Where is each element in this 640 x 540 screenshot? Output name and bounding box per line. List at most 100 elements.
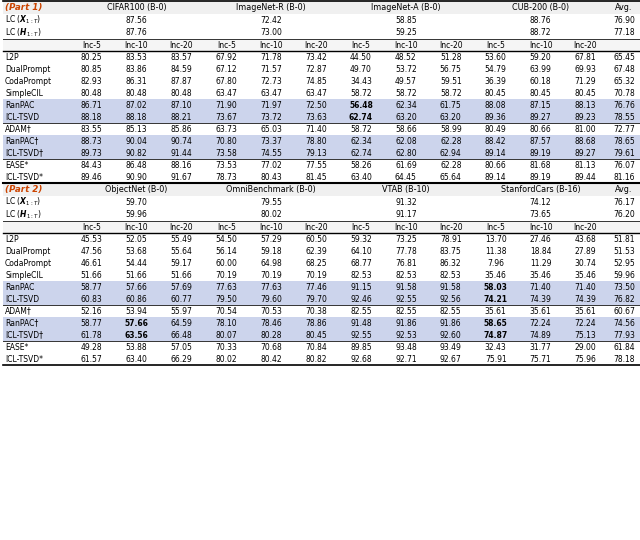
- Text: 77.02: 77.02: [260, 160, 282, 170]
- Text: Inc-20: Inc-20: [170, 222, 193, 232]
- Text: 68.77: 68.77: [350, 259, 372, 267]
- Text: 92.67: 92.67: [440, 354, 461, 363]
- Text: 49.70: 49.70: [350, 64, 372, 73]
- Text: 59.17: 59.17: [170, 259, 192, 267]
- Text: 56.14: 56.14: [215, 246, 237, 255]
- Text: 59.96: 59.96: [613, 271, 635, 280]
- Text: 71.40: 71.40: [530, 282, 552, 292]
- Text: 52.95: 52.95: [613, 259, 635, 267]
- Text: 61.84: 61.84: [613, 342, 635, 352]
- Text: 72.73: 72.73: [260, 77, 282, 85]
- Text: 88.18: 88.18: [125, 112, 147, 122]
- Text: ObjectNet (B-0): ObjectNet (B-0): [105, 185, 168, 194]
- Text: 84.43: 84.43: [81, 160, 102, 170]
- Text: 92.71: 92.71: [395, 354, 417, 363]
- Text: StanfordCars (B-16): StanfordCars (B-16): [501, 185, 580, 194]
- Text: 89.27: 89.27: [575, 148, 596, 158]
- Text: 87.76: 87.76: [125, 28, 147, 37]
- Text: 67.48: 67.48: [613, 64, 635, 73]
- Text: 78.86: 78.86: [305, 319, 327, 327]
- Text: 90.74: 90.74: [170, 137, 192, 145]
- Text: 92.55: 92.55: [395, 294, 417, 303]
- Text: 78.46: 78.46: [260, 319, 282, 327]
- Text: 63.47: 63.47: [215, 89, 237, 98]
- Text: 74.12: 74.12: [530, 198, 552, 207]
- Text: 93.48: 93.48: [395, 342, 417, 352]
- Text: 91.58: 91.58: [395, 282, 417, 292]
- Text: 79.55: 79.55: [260, 198, 282, 207]
- Text: 65.45: 65.45: [613, 52, 635, 62]
- Text: 58.66: 58.66: [395, 125, 417, 133]
- Text: 89.46: 89.46: [81, 172, 102, 181]
- Text: (Part 2): (Part 2): [5, 185, 42, 194]
- Text: L2P: L2P: [5, 234, 19, 244]
- Text: 62.94: 62.94: [440, 148, 461, 158]
- Text: 52.05: 52.05: [125, 234, 147, 244]
- Text: Inc-20: Inc-20: [573, 40, 597, 50]
- Text: 86.32: 86.32: [440, 259, 461, 267]
- Text: 71.29: 71.29: [575, 77, 596, 85]
- Text: RanPAC: RanPAC: [5, 282, 35, 292]
- Text: 35.61: 35.61: [485, 307, 507, 315]
- Text: 59.20: 59.20: [530, 52, 552, 62]
- Text: 56.75: 56.75: [440, 64, 461, 73]
- Text: 80.28: 80.28: [260, 330, 282, 340]
- Text: Inc-20: Inc-20: [439, 222, 463, 232]
- Text: 62.74: 62.74: [349, 112, 373, 122]
- Text: 78.73: 78.73: [215, 172, 237, 181]
- Text: 81.16: 81.16: [613, 172, 635, 181]
- Text: 72.24: 72.24: [575, 319, 596, 327]
- Text: Avg.: Avg.: [615, 185, 633, 194]
- Text: ICL-TSVD*: ICL-TSVD*: [5, 172, 43, 181]
- Text: 80.48: 80.48: [125, 89, 147, 98]
- Text: 74.89: 74.89: [530, 330, 552, 340]
- Text: 70.80: 70.80: [215, 137, 237, 145]
- Text: 92.53: 92.53: [395, 330, 417, 340]
- Text: 65.03: 65.03: [260, 125, 282, 133]
- Text: 76.17: 76.17: [613, 198, 635, 207]
- Text: 73.50: 73.50: [613, 282, 635, 292]
- Text: 80.48: 80.48: [170, 89, 192, 98]
- Text: Inc-5: Inc-5: [82, 40, 101, 50]
- Bar: [3, 1, 640, 14]
- Text: Inc-5: Inc-5: [217, 222, 236, 232]
- Text: Avg.: Avg.: [615, 3, 633, 12]
- Text: 83.75: 83.75: [440, 246, 461, 255]
- Text: 63.20: 63.20: [395, 112, 417, 122]
- Text: 71.90: 71.90: [215, 100, 237, 110]
- Text: 61.57: 61.57: [81, 354, 102, 363]
- Text: 51.81: 51.81: [613, 234, 635, 244]
- Text: 52.16: 52.16: [81, 307, 102, 315]
- Text: 29.00: 29.00: [575, 342, 596, 352]
- Text: 86.31: 86.31: [125, 77, 147, 85]
- Text: 58.26: 58.26: [350, 160, 372, 170]
- Bar: [3, 183, 640, 196]
- Text: Inc-20: Inc-20: [170, 40, 193, 50]
- Text: 87.87: 87.87: [170, 77, 192, 85]
- Text: 82.55: 82.55: [395, 307, 417, 315]
- Text: (Part 1): (Part 1): [5, 3, 42, 12]
- Text: Inc-20: Inc-20: [304, 40, 328, 50]
- Text: 70.38: 70.38: [305, 307, 327, 315]
- Bar: [3, 147, 640, 159]
- Text: 70.54: 70.54: [215, 307, 237, 315]
- Text: 45.53: 45.53: [81, 234, 102, 244]
- Text: 53.60: 53.60: [484, 52, 507, 62]
- Text: 64.59: 64.59: [170, 319, 192, 327]
- Text: 80.66: 80.66: [530, 125, 552, 133]
- Text: 76.81: 76.81: [395, 259, 417, 267]
- Text: 78.10: 78.10: [216, 319, 237, 327]
- Text: 80.66: 80.66: [485, 160, 507, 170]
- Text: 35.61: 35.61: [530, 307, 552, 315]
- Text: 89.19: 89.19: [530, 172, 552, 181]
- Text: 57.29: 57.29: [260, 234, 282, 244]
- Text: 79.60: 79.60: [260, 294, 282, 303]
- Text: 76.20: 76.20: [613, 210, 635, 219]
- Text: 80.45: 80.45: [485, 89, 507, 98]
- Text: 62.28: 62.28: [440, 137, 461, 145]
- Text: 83.57: 83.57: [170, 52, 192, 62]
- Text: 58.72: 58.72: [350, 125, 372, 133]
- Text: 81.00: 81.00: [575, 125, 596, 133]
- Text: 83.55: 83.55: [81, 125, 102, 133]
- Bar: [3, 135, 640, 147]
